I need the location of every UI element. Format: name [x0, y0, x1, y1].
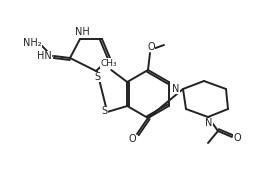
Text: N: N	[205, 118, 213, 128]
Text: O: O	[147, 42, 155, 52]
Text: O: O	[128, 134, 136, 144]
Text: HN: HN	[37, 51, 51, 61]
Text: NH: NH	[75, 27, 89, 37]
Text: S: S	[101, 106, 107, 116]
Text: S: S	[94, 72, 100, 82]
Text: O: O	[233, 133, 241, 143]
Text: N: N	[172, 84, 180, 94]
Text: CH₃: CH₃	[101, 59, 117, 67]
Text: NH₂: NH₂	[23, 38, 41, 48]
